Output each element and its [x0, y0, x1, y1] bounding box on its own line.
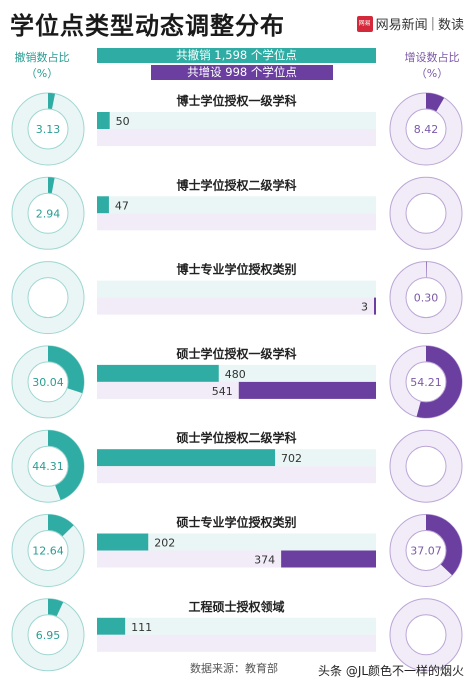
add-bar-5: [281, 550, 376, 568]
add-bar-track-0: [97, 129, 376, 146]
cut-share-header-title: 撤销数占比: [14, 51, 70, 64]
cut-donut-arc-5: [48, 514, 74, 537]
cut-bar-6: [97, 617, 126, 635]
cut-share-label-3: 30.04: [32, 376, 64, 389]
add-share-header-title: 增设数占比: [404, 51, 460, 64]
add-donut-arc-3: [416, 345, 462, 418]
cut-donut-hole-2: [27, 277, 69, 319]
add-bar-3: [238, 381, 376, 399]
add-bar-2: [374, 297, 376, 315]
total-cut-banner: 共撤销 1,598 个学位点: [97, 48, 376, 63]
category-label-6: 工程硕士授权领域: [188, 599, 284, 614]
cut-donut-arc-6: [48, 598, 64, 617]
add-donut-arc-0: [426, 93, 445, 112]
add-donut-hole-4: [405, 445, 447, 487]
cut-donut-arc-3: [48, 345, 84, 394]
category-label-4: 硕士学位授权二级学科: [176, 430, 296, 445]
add-donut-hole-5: [405, 530, 447, 571]
cut-bar-track-1: [97, 196, 376, 214]
cut-donut-hole-3: [27, 361, 69, 403]
cut-donut-arc-4: [48, 430, 84, 500]
add-donut-hole-2: [405, 277, 447, 319]
category-label-0: 博士学位授权一级学科: [176, 93, 296, 108]
add-donut-hole-3: [405, 361, 447, 403]
total-add-banner: 共增设 998 个学位点: [151, 65, 333, 80]
category-label-5: 硕士专业学位授权类别: [176, 515, 296, 530]
cut-share-header-unit: （%）: [25, 67, 59, 80]
add-value-label-2: 3: [361, 301, 368, 314]
add-share-label-3: 54.21: [410, 376, 442, 389]
cut-value-label-4: 702: [281, 452, 302, 465]
add-share-label-0: 8.42: [414, 123, 439, 136]
cut-bar-track-2: [97, 280, 376, 298]
cut-bar-track-6: [97, 617, 376, 635]
brand-logo-icon: 网易: [356, 15, 373, 32]
add-donut-arc-2: [426, 261, 427, 278]
add-value-label-5: 374: [254, 554, 275, 567]
cut-donut-arc-1: [48, 177, 55, 194]
cut-value-label-1: 47: [115, 199, 129, 212]
add-bar-track-6: [97, 634, 376, 652]
brand-section: 数读: [437, 18, 464, 33]
add-bar-track-4: [97, 466, 376, 484]
cut-share-label-5: 12.64: [32, 545, 64, 558]
category-label-3: 硕士学位授权一级学科: [176, 346, 296, 361]
cut-donut-hole-6: [27, 614, 69, 656]
add-share-label-2: 0.30: [414, 292, 439, 305]
cut-donut-hole-5: [27, 530, 69, 571]
brand: 网易 网易新闻 | 数读: [356, 14, 464, 33]
cut-donut-hole-1: [27, 192, 69, 234]
add-share-header: 增设数占比 （%）: [392, 50, 472, 82]
cut-share-header: 撤销数占比 （%）: [2, 50, 82, 82]
add-donut-hole-1: [405, 192, 447, 234]
cut-bar-track-5: [97, 533, 376, 551]
brand-separator: |: [430, 16, 435, 31]
cut-share-label-4: 44.31: [32, 460, 64, 473]
add-donut-hole-6: [405, 614, 447, 656]
cut-value-label-3: 480: [225, 368, 246, 381]
add-share-header-unit: （%）: [415, 67, 449, 80]
cut-share-label-1: 2.94: [36, 207, 61, 220]
cut-bar-5: [97, 533, 149, 551]
cut-bar-1: [97, 196, 109, 214]
data-source: 数据来源：教育部: [190, 662, 278, 675]
cut-value-label-5: 202: [154, 537, 175, 550]
category-label-2: 博士专业学位授权类别: [176, 262, 296, 277]
add-bar-track-1: [97, 213, 376, 231]
cut-value-label-0: 50: [116, 115, 130, 128]
watermark: 头条 @JL颜色不一样的烟火: [318, 664, 465, 678]
add-bar-track-2: [97, 297, 376, 315]
cut-value-label-6: 111: [131, 621, 152, 634]
cut-donut-hole-0: [27, 108, 69, 150]
chart-title: 学位点类型动态调整分布: [10, 12, 285, 40]
add-share-label-5: 37.07: [410, 545, 442, 558]
cut-bar-track-0: [97, 112, 376, 129]
add-donut-arc-5: [426, 514, 462, 576]
cut-share-label-6: 6.95: [36, 629, 61, 642]
add-value-label-3: 541: [212, 385, 233, 398]
cut-donut-hole-4: [27, 445, 69, 487]
cut-bar-3: [97, 364, 219, 382]
add-donut-hole-0: [405, 108, 447, 150]
category-label-1: 博士学位授权二级学科: [176, 177, 296, 192]
brand-name: 网易新闻: [375, 18, 428, 33]
cut-share-label-0: 3.13: [36, 123, 61, 136]
cut-bar-4: [97, 449, 276, 467]
cut-bar-0: [97, 112, 110, 129]
cut-donut-arc-0: [48, 93, 56, 110]
